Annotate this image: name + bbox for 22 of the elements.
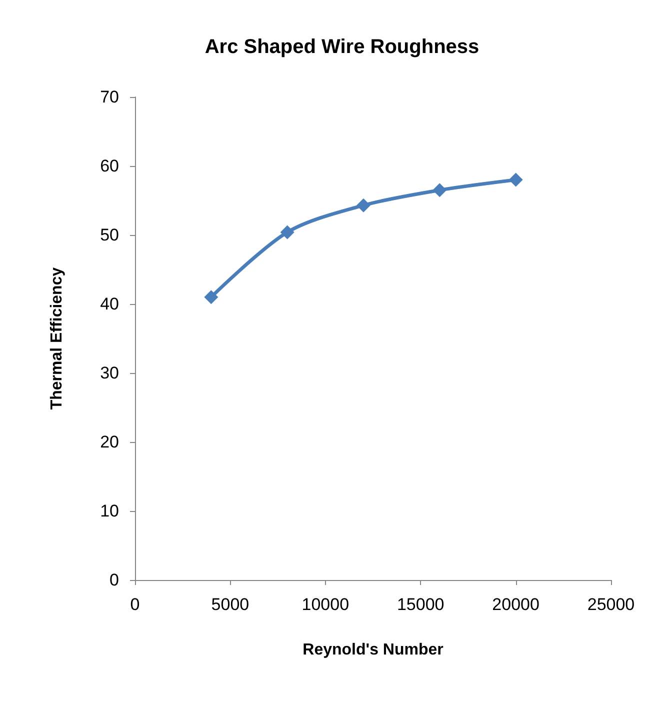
point	[356, 198, 370, 212]
y-axis-title: Thermal Efficiency	[48, 267, 66, 410]
y-tick-label: 10	[100, 502, 119, 520]
x-axis-title: Reynold's Number	[302, 642, 444, 658]
x-tick-label: 15000	[396, 595, 444, 614]
point	[280, 225, 294, 240]
point	[432, 183, 447, 198]
point	[508, 172, 523, 187]
y-tick-label: 0	[110, 570, 119, 590]
x-tick-label: 25000	[587, 595, 635, 614]
y-tick-label: 40	[100, 294, 119, 314]
y-tick-label: 70	[100, 88, 119, 106]
y-tick-label: 20	[100, 432, 119, 452]
x-tick-label: 0	[130, 595, 140, 614]
y-tick-label: 50	[100, 226, 119, 244]
chart-title: Arc Shaped Wire Roughness	[204, 36, 480, 58]
y-tick-label: 30	[100, 364, 119, 382]
y-tick-label: 60	[100, 156, 119, 176]
x-tick-label: 20000	[492, 595, 540, 614]
x-tick-label: 5000	[211, 595, 250, 614]
point	[204, 290, 218, 304]
x-tick-label: 10000	[302, 595, 350, 614]
